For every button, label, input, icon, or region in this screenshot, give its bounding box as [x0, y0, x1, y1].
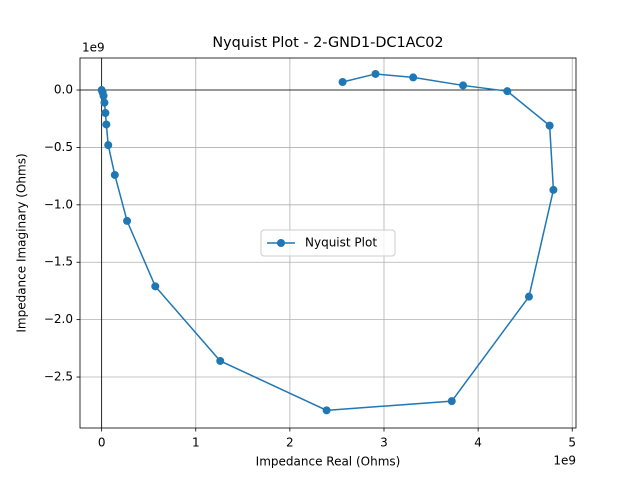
marker — [371, 69, 380, 78]
marker — [459, 81, 468, 90]
x-tick-label: 4 — [474, 436, 482, 450]
plot-frame — [79, 57, 577, 429]
y-offset-label: 1e9 — [82, 41, 105, 55]
y-axis-label: Impedance Imaginary (Ohms) — [15, 153, 29, 332]
y-tick-label: −2.5 — [44, 370, 73, 384]
marker — [503, 87, 512, 96]
marker — [545, 121, 554, 130]
x-tick-label: 1 — [192, 436, 200, 450]
marker — [104, 141, 113, 150]
marker — [110, 170, 119, 179]
x-tick-label: 2 — [286, 436, 294, 450]
legend-box — [260, 229, 396, 257]
marker — [447, 397, 456, 406]
marker — [123, 216, 132, 225]
marker — [101, 108, 110, 117]
marker — [99, 91, 108, 100]
marker — [216, 356, 225, 365]
y-tick-label: −0.5 — [44, 140, 73, 154]
marker — [102, 120, 111, 129]
legend-label: Nyquist Plot — [305, 236, 377, 250]
marker — [549, 185, 558, 194]
x-tick-label: 5 — [568, 436, 576, 450]
marker — [322, 406, 331, 415]
y-tick-label: 0.0 — [54, 83, 73, 97]
legend-marker — [277, 239, 285, 247]
x-tick-label: 0 — [98, 436, 106, 450]
marker — [151, 282, 160, 291]
y-tick-label: −1.0 — [44, 197, 73, 211]
marker — [524, 292, 533, 301]
x-axis-label: Impedance Real (Ohms) — [256, 455, 401, 469]
y-tick-label: −2.0 — [44, 312, 73, 326]
marker — [409, 73, 418, 82]
marker — [100, 98, 109, 107]
marker — [338, 77, 347, 86]
chart-title: Nyquist Plot - 2-GND1-DC1AC02 — [212, 35, 443, 51]
x-tick-label: 3 — [380, 436, 388, 450]
y-tick-label: −1.5 — [44, 255, 73, 269]
x-offset-label: 1e9 — [553, 454, 576, 468]
